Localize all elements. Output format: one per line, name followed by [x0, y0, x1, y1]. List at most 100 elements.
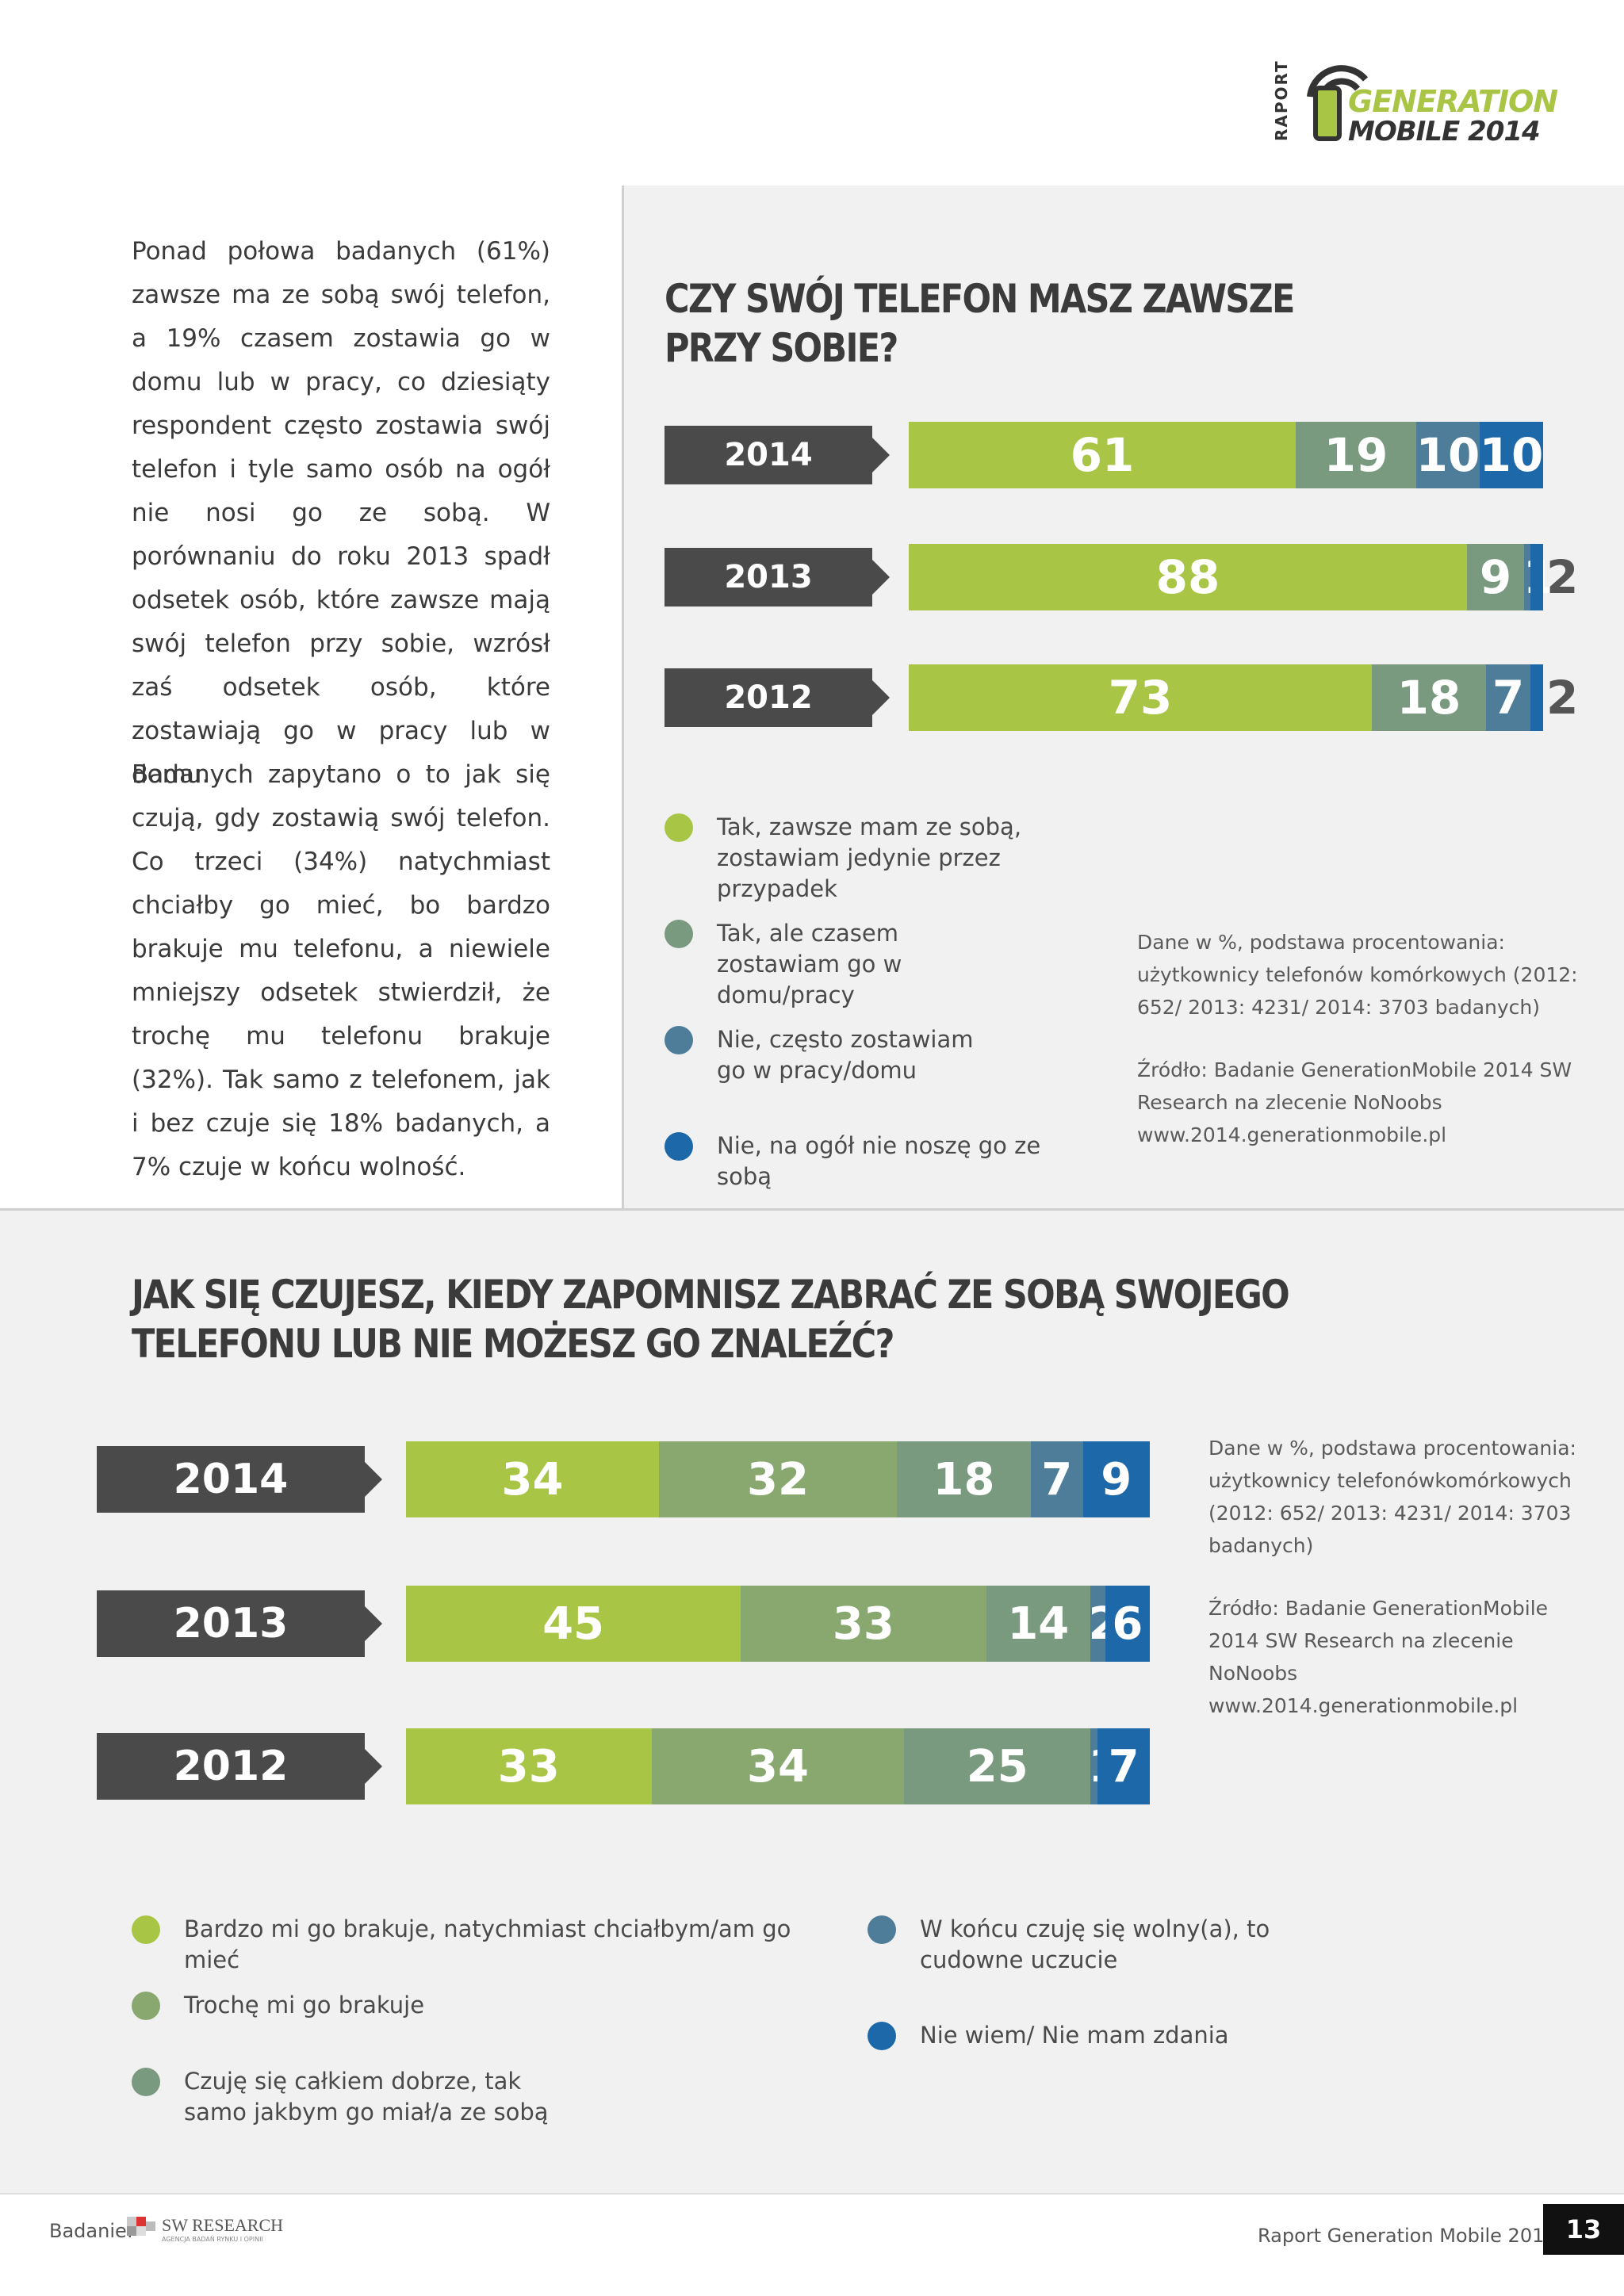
bar-value-label: 9	[1101, 1453, 1132, 1506]
legend-dot	[132, 1992, 160, 2020]
intro-paragraph-2: Badanych zapytano o to jak się czują, gd…	[132, 760, 550, 1181]
chart2-legend-label-5: Nie wiem/ Nie mam zdania	[920, 2022, 1229, 2049]
bar-value-label: 61	[1070, 428, 1135, 482]
logo-mobile-2014: MOBILE 2014	[1348, 116, 1541, 147]
sw-research-logo: SW RESEARCH AGENCJA BADAŃ RYNKU I OPINII	[127, 2212, 283, 2247]
chart1-legend-item-1: Tak, zawsze mam ze sobą, zostawiam jedyn…	[665, 812, 1109, 905]
chart1-base-note: Dane w %, podstawa procentowania: użytko…	[1137, 931, 1578, 1019]
legend-dot	[665, 1132, 693, 1161]
bar-segment	[1530, 544, 1543, 610]
legend-dot	[665, 813, 693, 842]
logo-raport-label: RAPORT	[1272, 59, 1291, 141]
chart2-source-note: Dane w %, podstawa procentowania: użytko…	[1208, 1432, 1589, 1752]
bar-segment	[1082, 1441, 1150, 1517]
chart2-title-line2: TELEFONU LUB NIE MOŻESZ GO ZNALEŹĆ?	[132, 1321, 894, 1367]
bar-segment	[1097, 1728, 1150, 1804]
chart2-legend-label-1: Bardzo mi go brakuje, natychmiast chciał…	[184, 1915, 791, 1973]
legend-dot	[665, 920, 693, 948]
chart1-source-note: Dane w %, podstawa procentowania: użytko…	[1137, 926, 1597, 1181]
legend-dot	[132, 1915, 160, 1944]
year-label-2014: 2014	[665, 426, 890, 484]
bar-value-label: 34	[747, 1740, 809, 1793]
chart2-legend-item-5: Nie wiem/ Nie mam zdania	[868, 2020, 1280, 2051]
bar-segment	[1105, 1586, 1150, 1662]
year-label-2012: 2012	[665, 668, 890, 727]
bar-row-2012: 33342517	[406, 1728, 1150, 1804]
bar-row-2012: 73 18 7 2	[909, 664, 1578, 731]
bar-value-label: 18	[1396, 671, 1461, 725]
bar-value-label: 19	[1323, 428, 1388, 482]
chart2-panel	[0, 1211, 1624, 2194]
footer-separator	[0, 2193, 1624, 2195]
bar-segment	[658, 1441, 898, 1517]
generation-mobile-logo: RAPORT GENERATION MOBILE 2014	[1269, 55, 1558, 151]
chart1-legend-item-2: Tak, ale czasem zostawiam go w domu/prac…	[665, 918, 998, 1011]
footer-badanie-label: Badanie:	[49, 2220, 133, 2242]
year-label-2013: 2013	[97, 1590, 382, 1657]
bar-value-label: 9	[1479, 550, 1512, 604]
chart1-legend-item-4: Nie, na ogół nie noszę go ze sobą	[665, 1131, 1077, 1192]
chart2-title: JAK SIĘ CZUJESZ, KIEDY ZAPOMNISZ ZABRAĆ …	[132, 1270, 1290, 1368]
bar-segment	[741, 1586, 986, 1662]
bar-segment	[909, 664, 1372, 731]
bar-segment	[1030, 1441, 1083, 1517]
bar-value-label: 2	[1546, 671, 1579, 725]
intro-paragraph-1: Ponad połowa badanych (61%) zawsze ma ze…	[132, 237, 550, 789]
chart2-legend-label-2: Trochę mi go brakuje	[184, 1992, 425, 2019]
bar-value-label: 73	[1108, 671, 1173, 725]
logo-generation: GENERATION	[1348, 84, 1558, 119]
chart2-legend-item-3: Czuję się całkiem dobrze, tak samo jakby…	[132, 2066, 560, 2128]
chart1-title: CZY SWÓJ TELEFON MASZ ZAWSZE PRZY SOBIE?	[665, 274, 1295, 373]
bar-segment	[904, 1728, 1090, 1804]
chart1-source: Źródło: Badanie GenerationMobile 2014 SW…	[1137, 1058, 1572, 1146]
bar-segment	[1530, 664, 1543, 731]
bar-value-label: 34	[501, 1453, 564, 1506]
bar-segment	[909, 422, 1296, 488]
bar-value-label: 7	[1108, 1740, 1139, 1793]
chart2-legend-item-2: Trochę mi go brakuje	[132, 1990, 607, 2021]
legend-dot	[868, 2022, 896, 2050]
chart1-legend-label-3: Nie, często zostawiam go w pracy/domu	[717, 1026, 974, 1084]
bar-value-label: 6	[1112, 1598, 1143, 1650]
bar-segment	[897, 1441, 1031, 1517]
chart2-title-line1: JAK SIĘ CZUJESZ, KIEDY ZAPOMNISZ ZABRAĆ …	[132, 1272, 1290, 1318]
phone-icon	[1313, 86, 1342, 141]
chart2-legend-label-3: Czuję się całkiem dobrze, tak samo jakby…	[184, 2068, 549, 2126]
chart2-source: Źródło: Badanie GenerationMobile 2014 SW…	[1208, 1597, 1549, 1717]
bar-segment	[1090, 1728, 1098, 1804]
bar-segment	[909, 544, 1467, 610]
chart1-title-line1: CZY SWÓJ TELEFON MASZ ZAWSZE	[665, 276, 1295, 322]
year-label-2013: 2013	[665, 548, 890, 607]
section-divider	[0, 1208, 1624, 1211]
chart2-legend-item-1: Bardzo mi go brakuje, natychmiast chciał…	[132, 1914, 814, 1976]
bar-value-label: 33	[497, 1740, 560, 1793]
legend-dot	[132, 2068, 160, 2096]
chart1-title-line2: PRZY SOBIE?	[665, 325, 898, 371]
bar-value-label: 32	[747, 1453, 809, 1506]
bar-segment	[986, 1586, 1090, 1662]
footer-report-title: Raport Generation Mobile 2014	[1258, 2225, 1557, 2247]
chart1-legend-label-2: Tak, ale czasem zostawiam go w domu/prac…	[717, 920, 902, 1008]
year-label-2014: 2014	[97, 1446, 382, 1513]
bar-value-label: 10	[1415, 428, 1480, 482]
bar-value-label: 25	[966, 1740, 1028, 1793]
year-label-2012: 2012	[97, 1733, 382, 1800]
bar-segment	[1090, 1586, 1105, 1662]
bar-value-label: 88	[1155, 550, 1220, 604]
bar-row-2013: 88912	[909, 544, 1578, 610]
chart1-legend-label-4: Nie, na ogół nie noszę go ze sobą	[717, 1132, 1041, 1190]
legend-dot	[665, 1026, 693, 1054]
chart1-legend-label-1: Tak, zawsze mam ze sobą, zostawiam jedyn…	[717, 813, 1022, 902]
bar-value-label: 18	[933, 1453, 995, 1506]
bar-segment	[1296, 422, 1416, 488]
bar-segment	[406, 1728, 652, 1804]
chart2-legend-label-4: W końcu czuję się wolny(a), to cudowne u…	[920, 1915, 1270, 1973]
bar-value-label: 10	[1479, 428, 1544, 482]
bar-segment	[1524, 544, 1530, 610]
bar-segment	[1486, 664, 1530, 731]
sw-research-tagline: AGENCJA BADAŃ RYNKU I OPINII	[162, 2236, 263, 2243]
chart2-base-note: Dane w %, podstawa procentowania: użytko…	[1208, 1437, 1576, 1557]
chart1-legend-item-3: Nie, często zostawiam go w pracy/domu	[665, 1024, 982, 1086]
bar-segment	[1416, 422, 1480, 488]
sw-research-mark-icon	[127, 2217, 155, 2241]
